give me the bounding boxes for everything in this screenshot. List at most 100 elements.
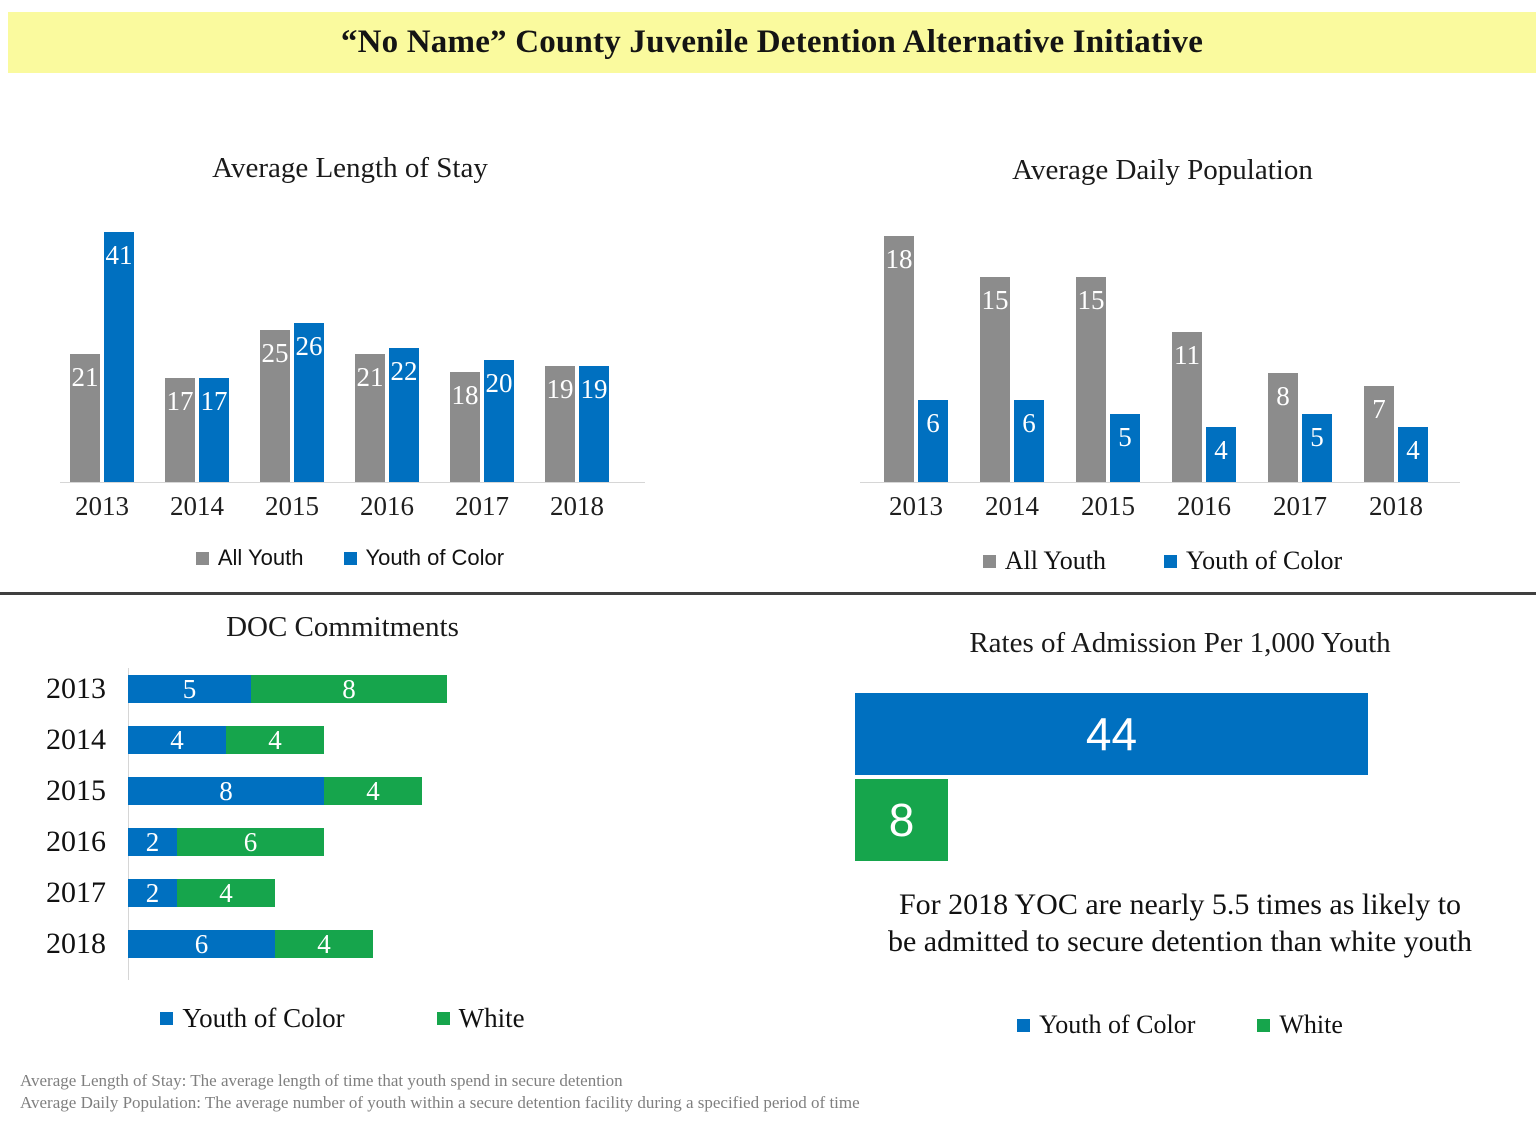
y-axis-label-2014: 2014 xyxy=(46,723,106,756)
bar-groups: 18 6 15 6 15 5 11 4 8 5 7 4 xyxy=(860,236,1460,482)
segment-white-2014: 4 xyxy=(226,726,324,754)
x-axis-labels: 2013 2014 2015 2016 2017 2018 xyxy=(860,491,1484,522)
legend-label-all-youth: All Youth xyxy=(217,545,304,570)
segment-value-label: 4 xyxy=(219,877,233,908)
bar-value-label: 7 xyxy=(1372,394,1386,424)
chart-doc-commitments: DOC Commitments 2013 5 8 2014 4 4 2015 8 4 2016 2 6… xyxy=(20,603,665,1058)
bar-all-youth-2015: 25 xyxy=(260,330,290,482)
segment-value-label: 4 xyxy=(268,724,282,755)
legend-swatch-youth-of-color xyxy=(1163,554,1177,568)
x-axis-label-2016: 2016 xyxy=(360,491,414,521)
bar-value-label: 19 xyxy=(580,374,608,404)
segment-value-label: 2 xyxy=(145,877,160,908)
bar-youth-of-color-2017: 5 xyxy=(1302,414,1332,482)
chart-annotation: For 2018 YOC are nearly 5.5 times as lik… xyxy=(840,886,1520,960)
chart-title-average-length-of-stay: Average Length of Stay xyxy=(212,152,488,184)
rate-value-label: 8 xyxy=(888,794,915,846)
bar-youth-of-color-2015: 5 xyxy=(1110,414,1140,482)
y-axis-label-2018: 2018 xyxy=(46,927,106,960)
y-axis-label-2017: 2017 xyxy=(46,876,106,909)
plot-area: 18 6 15 6 15 5 11 4 8 5 7 4 xyxy=(860,236,1460,483)
legend-label-white: White xyxy=(1279,1010,1343,1039)
bar-value-label: 4 xyxy=(1214,435,1228,465)
x-axis-label-2016: 2016 xyxy=(1177,491,1231,521)
bar-group-2013: 21 41 xyxy=(70,232,134,482)
bar-all-youth-2017: 8 xyxy=(1268,373,1298,482)
bar-all-youth-2014: 15 xyxy=(980,277,1010,482)
bar-value-label: 22 xyxy=(390,356,418,386)
bar-value-label: 17 xyxy=(166,386,194,416)
chart-title-admission-rates: Rates of Admission Per 1,000 Youth xyxy=(969,627,1391,659)
bar-group-2017: 18 20 xyxy=(450,360,514,482)
bar-youth-of-color-2016: 4 xyxy=(1206,427,1236,482)
chart-average-length-of-stay: Average Length of Stay 21 41 17 17 25 26 21 22 1… xyxy=(40,140,660,595)
legend: Youth of Color White xyxy=(20,1003,665,1034)
bar-value-label: 5 xyxy=(1118,422,1132,452)
bar-value-label: 21 xyxy=(71,362,99,392)
bar-groups: 21 41 17 17 25 26 21 22 18 20 19 19 xyxy=(60,232,645,482)
y-axis-label-2016: 2016 xyxy=(46,825,106,858)
rate-bar-white: 8 xyxy=(855,779,948,861)
bar-rows: 2013 5 8 2014 4 4 2015 8 4 2016 2 6 2017 2 4 2018 6 4 xyxy=(20,672,447,981)
segment-youth-of-color-2013: 5 xyxy=(128,675,251,703)
bar-group-2015: 25 26 xyxy=(260,323,324,482)
bar-youth-of-color-2014: 17 xyxy=(199,378,229,482)
bar-group-2014: 15 6 xyxy=(980,277,1044,482)
bar-row-2014: 2014 4 4 xyxy=(20,723,447,756)
segment-youth-of-color-2018: 6 xyxy=(128,930,275,958)
bar-value-label: 41 xyxy=(105,240,133,270)
rate-bars: 44 8 xyxy=(855,693,1368,865)
x-axis-label-2017: 2017 xyxy=(1273,491,1327,521)
bar-all-youth-2015: 15 xyxy=(1076,277,1106,482)
bar-value-label: 19 xyxy=(546,374,574,404)
legend-swatch-white xyxy=(436,1012,450,1025)
bar-value-label: 15 xyxy=(1077,285,1105,315)
bar-value-label: 26 xyxy=(295,331,323,361)
bar-row-2016: 2016 2 6 xyxy=(20,825,447,858)
segment-white-2017: 4 xyxy=(177,879,275,907)
bar-value-label: 18 xyxy=(885,244,913,274)
legend-swatch-all-youth xyxy=(982,554,996,568)
bar-all-youth-2016: 11 xyxy=(1172,332,1202,482)
legend-swatch-white xyxy=(1257,1018,1271,1032)
legend-item-all-youth: All Youth xyxy=(195,545,304,571)
section-divider xyxy=(0,592,1536,595)
x-axis-label-2015: 2015 xyxy=(1081,491,1135,521)
footnotes: Average Length of Stay: The average leng… xyxy=(20,1070,860,1114)
legend-item-white: White xyxy=(436,1003,525,1034)
legend-item-youth-of-color: Youth of Color xyxy=(160,1003,345,1034)
legend-swatch-youth-of-color xyxy=(1017,1018,1031,1032)
segment-youth-of-color-2015: 8 xyxy=(128,777,324,805)
bar-all-youth-2018: 7 xyxy=(1364,386,1394,482)
x-axis-label-2018: 2018 xyxy=(550,491,604,521)
bar-group-2015: 15 5 xyxy=(1076,277,1140,482)
legend-swatch-all-youth xyxy=(195,551,209,565)
bar-youth-of-color-2014: 6 xyxy=(1014,400,1044,482)
legend-swatch-youth-of-color xyxy=(343,551,357,565)
segment-value-label: 4 xyxy=(366,775,380,806)
bar-value-label: 20 xyxy=(485,368,513,398)
bar-value-label: 6 xyxy=(1022,408,1036,438)
title-banner: “No Name” County Juvenile Detention Alte… xyxy=(8,12,1536,73)
segment-youth-of-color-2017: 2 xyxy=(128,879,177,907)
x-axis-labels: 2013 2014 2015 2016 2017 2018 xyxy=(60,491,655,522)
bar-all-youth-2018: 19 xyxy=(545,366,575,482)
bar-all-youth-2013: 18 xyxy=(884,236,914,482)
bar-youth-of-color-2015: 26 xyxy=(294,323,324,482)
bar-youth-of-color-2013: 41 xyxy=(104,232,134,482)
legend-item-white: White xyxy=(1257,1010,1343,1040)
segment-white-2013: 8 xyxy=(251,675,447,703)
bar-youth-of-color-2016: 22 xyxy=(389,348,419,482)
legend-label-youth-of-color: Youth of Color xyxy=(182,1003,345,1033)
x-axis-label-2013: 2013 xyxy=(75,491,129,521)
bar-value-label: 4 xyxy=(1406,435,1420,465)
legend-label-youth-of-color: Youth of Color xyxy=(1185,546,1343,575)
legend: All Youth Youth of Color xyxy=(840,546,1485,576)
legend-label-all-youth: All Youth xyxy=(1004,546,1106,575)
legend: All Youth Youth of Color xyxy=(40,545,660,571)
bar-row-2018: 2018 6 4 xyxy=(20,927,447,960)
rate-value-label: 44 xyxy=(1085,708,1138,760)
bar-value-label: 17 xyxy=(200,386,228,416)
footnote-avg-length-of-stay: Average Length of Stay: The average leng… xyxy=(20,1071,623,1090)
bar-all-youth-2016: 21 xyxy=(355,354,385,482)
